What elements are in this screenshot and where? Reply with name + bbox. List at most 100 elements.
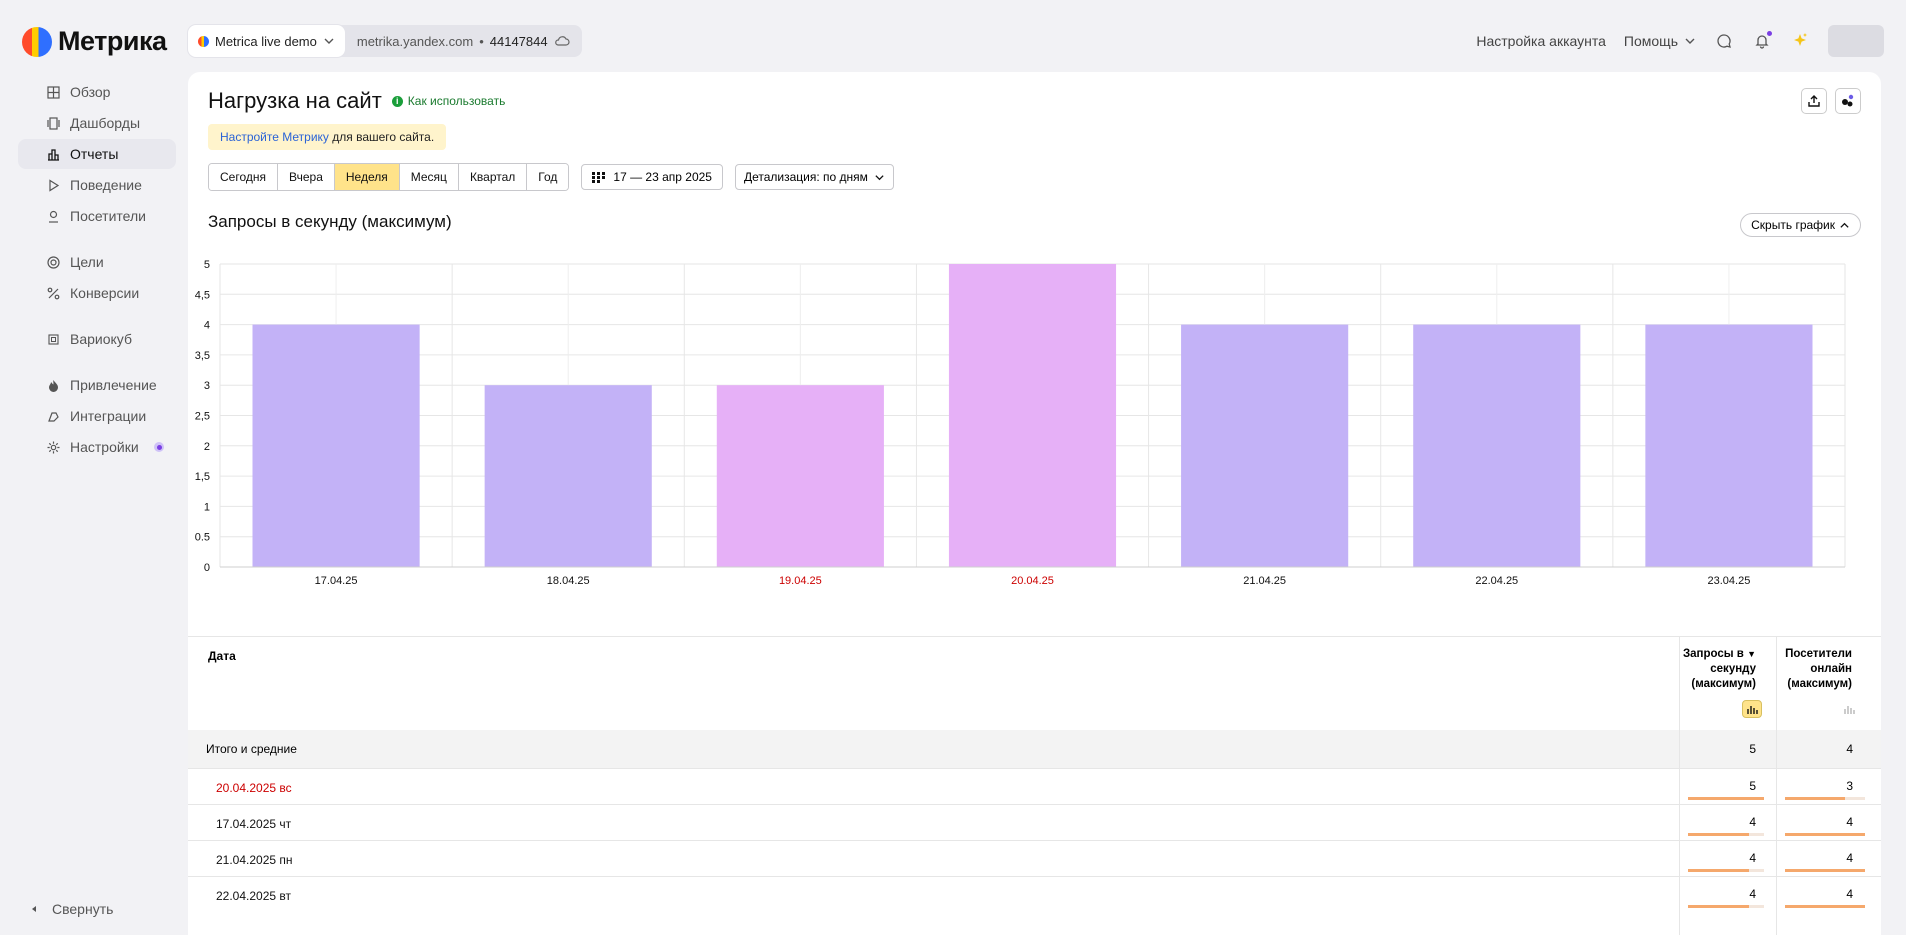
metrika-logo[interactable]: Метрика	[22, 26, 167, 57]
ai-assistant-button[interactable]	[1835, 88, 1861, 114]
period-year-button[interactable]: Год	[527, 164, 569, 190]
settings-badge	[154, 442, 164, 452]
sidebar-item-label: Настройки	[70, 439, 139, 455]
sidebar-item-dashboards[interactable]: Дашборды	[18, 108, 176, 138]
play-icon	[46, 178, 60, 192]
period-controls: Сегодня Вчера Неделя Месяц Квартал Год 1…	[208, 163, 894, 191]
chart-title: Запросы в секунду (максимум)	[208, 212, 452, 231]
detail-label: Детализация: по дням	[743, 170, 868, 184]
period-yesterday-button[interactable]: Вчера	[278, 164, 335, 190]
sidebar-item-label: Отчеты	[70, 146, 119, 162]
totals-label: Итого и средние	[206, 742, 297, 756]
sidebar-item-goals[interactable]: Цели	[18, 247, 176, 277]
sidebar-item-conversions[interactable]: Конверсии	[18, 278, 176, 308]
export-button[interactable]	[1801, 88, 1827, 114]
sidebar-item-label: Вариокуб	[70, 331, 132, 347]
chart-metric-toggle-requests[interactable]	[1742, 700, 1762, 718]
period-month-button[interactable]: Месяц	[399, 164, 459, 190]
metrika-logo-icon	[22, 26, 52, 57]
hide-chart-label: Скрыть график	[1751, 218, 1835, 232]
x-tick-label: 22.04.25	[1475, 575, 1518, 587]
col-m1-line2: секунду	[1710, 663, 1756, 675]
target-icon	[46, 255, 60, 269]
avatar[interactable]	[1828, 25, 1884, 57]
collapse-sidebar-button[interactable]: Свернуть	[30, 901, 113, 917]
counter-chip: Metrica live demo metrika.yandex.com • 4…	[188, 25, 582, 57]
period-today-button[interactable]: Сегодня	[209, 164, 278, 190]
page-title: Нагрузка на сайт	[208, 88, 382, 113]
setup-metrika-link[interactable]: Настройте Метрику	[220, 130, 329, 144]
period-selector: Сегодня Вчера Неделя Месяц Квартал Год	[208, 163, 570, 191]
flame-icon	[46, 378, 60, 392]
y-tick-label: 5	[204, 259, 210, 271]
column-separator	[1679, 636, 1680, 935]
chevron-down-icon	[1685, 38, 1695, 44]
x-tick-label: 18.04.25	[547, 575, 590, 587]
sidebar-item-acquisition[interactable]: Привлечение	[18, 370, 176, 400]
table-row[interactable]: 20.04.2025 вс 5 3	[188, 768, 1881, 804]
table-row[interactable]: 21.04.2025 пн 4 4	[188, 840, 1881, 876]
requests-bar	[1688, 869, 1764, 872]
hide-chart-button[interactable]: Скрыть график	[1740, 213, 1861, 237]
sort-desc-icon: ▼	[1747, 649, 1756, 659]
detail-select[interactable]: Детализация: по дням	[734, 164, 894, 190]
row-requests: 5	[1749, 779, 1756, 793]
y-tick-label: 3,5	[195, 350, 210, 362]
row-date: 17.04.2025 чт	[216, 817, 292, 831]
requests-bar-fill	[1688, 833, 1749, 836]
sidebar-item-visitors[interactable]: Посетители	[18, 201, 176, 231]
counter-info: metrika.yandex.com • 44147844	[345, 34, 582, 49]
calendar-icon	[592, 171, 606, 183]
bar-23.04.25	[1645, 324, 1813, 567]
col-m1-line1: Запросы в	[1682, 648, 1744, 660]
column-header-date[interactable]: Дата	[208, 649, 236, 663]
y-tick-label: 4	[204, 320, 210, 332]
sidebar-item-overview[interactable]: Обзор	[18, 77, 176, 107]
report-panel: Нагрузка на сайт i Как использовать Наст…	[188, 72, 1881, 935]
y-tick-label: 4,5	[195, 289, 210, 301]
counter-id: 44147844	[489, 33, 548, 49]
period-week-button[interactable]: Неделя	[334, 164, 400, 190]
counter-select[interactable]: Metrica live demo	[188, 25, 345, 57]
cloud-icon[interactable]	[554, 35, 570, 47]
sidebar-item-behavior[interactable]: Поведение	[18, 170, 176, 200]
row-date: 20.04.2025 вс	[216, 781, 292, 795]
date-range-picker[interactable]: 17 — 23 апр 2025	[581, 164, 723, 190]
sidebar-item-settings[interactable]: Настройки	[18, 432, 176, 462]
help-menu[interactable]: Помощь	[1624, 33, 1696, 49]
bell-icon[interactable]	[1752, 31, 1772, 51]
sidebar-item-reports[interactable]: Отчеты	[18, 139, 176, 169]
account-settings-link[interactable]: Настройка аккаунта	[1476, 33, 1606, 49]
grid-icon	[46, 85, 60, 99]
sidebar-item-integrations[interactable]: Интеграции	[18, 401, 176, 431]
requests-bar	[1688, 905, 1764, 908]
y-tick-label: 1,5	[195, 471, 210, 483]
requests-bar-fill	[1688, 905, 1749, 908]
row-date: 21.04.2025 пн	[216, 853, 293, 867]
table-header: Дата Запросы в ▼ секунду (максимум) Посе…	[188, 636, 1881, 730]
how-to-use-label: Как использовать	[407, 94, 506, 108]
sparkle-icon[interactable]	[1790, 31, 1810, 51]
percent-icon	[46, 286, 60, 300]
period-quarter-button[interactable]: Квартал	[458, 164, 528, 190]
sidebar-item-label: Дашборды	[70, 115, 140, 131]
chart-metric-toggle-visitors[interactable]	[1839, 700, 1859, 718]
table-row[interactable]: 22.04.2025 вт 4 4	[188, 876, 1881, 912]
how-to-use-link[interactable]: i Как использовать	[391, 94, 506, 108]
separator-dot: •	[479, 33, 484, 49]
sidebar-item-variocube[interactable]: Вариокуб	[18, 324, 176, 354]
row-requests: 4	[1749, 851, 1756, 865]
gear-icon	[46, 440, 60, 454]
ai-assistant-icon	[1842, 94, 1854, 107]
chevron-up-icon	[1840, 222, 1849, 228]
chat-icon[interactable]	[1714, 31, 1734, 51]
notification-dot	[1767, 31, 1772, 36]
sidebar-item-label: Посетители	[70, 208, 146, 224]
row-requests: 4	[1749, 815, 1756, 829]
table-row[interactable]: 17.04.2025 чт 4 4	[188, 804, 1881, 840]
column-header-requests[interactable]: Запросы в ▼ секунду (максимум)	[1666, 647, 1756, 692]
column-header-online-visitors[interactable]: Посетители онлайн (максимум)	[1762, 647, 1852, 692]
title-row: Нагрузка на сайт i Как использовать	[208, 88, 505, 114]
row-visitors: 4	[1846, 887, 1853, 901]
chevron-down-icon	[875, 174, 884, 180]
